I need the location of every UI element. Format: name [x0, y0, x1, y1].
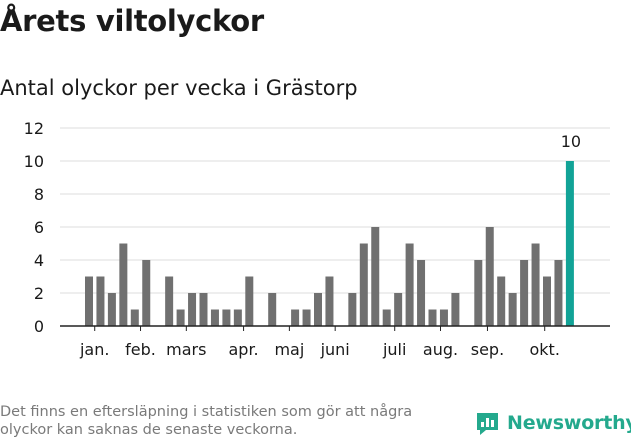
x-tick-label: sep.	[471, 340, 504, 359]
newsworthy-logo-icon	[477, 412, 498, 435]
bar	[497, 276, 506, 326]
bar	[359, 243, 368, 326]
x-tick-label: aug.	[423, 340, 458, 359]
chart-title: Årets viltolyckor	[0, 4, 264, 38]
x-tick-label: juni	[320, 340, 350, 359]
bar	[233, 309, 242, 326]
brand-logo[interactable]: Newsworthy	[475, 407, 631, 439]
y-tick-label: 2	[34, 284, 44, 303]
x-tick-label: juli	[382, 340, 406, 359]
bar	[428, 309, 437, 326]
brand-name: Newsworthy	[507, 412, 631, 434]
bar-highlighted	[565, 161, 574, 326]
bar	[302, 309, 311, 326]
grid-lines	[60, 127, 610, 294]
x-tick-label: apr.	[228, 340, 258, 359]
bar	[508, 293, 517, 326]
bar	[485, 227, 494, 326]
data-labels: 10	[561, 132, 581, 151]
bar	[142, 260, 151, 326]
bar	[520, 260, 529, 326]
x-tick-label: maj	[274, 340, 304, 359]
bar	[405, 243, 414, 326]
data-label: 10	[561, 132, 581, 151]
bar	[176, 309, 185, 326]
bar	[531, 243, 540, 326]
bar	[245, 276, 254, 326]
y-tick-label: 0	[34, 317, 44, 336]
bar	[107, 293, 116, 326]
bar	[291, 309, 300, 326]
chart-subtitle: Antal olyckor per vecka i Grästorp	[0, 76, 358, 100]
bar	[543, 276, 551, 326]
bar-chart: 0 2 4 6 8 10 12 jan. feb. mars apr. maj juni juli aug…	[24, 119, 610, 359]
bar	[451, 293, 460, 326]
bar	[325, 276, 334, 326]
bar	[199, 293, 208, 326]
bar	[165, 276, 174, 326]
bar	[371, 227, 380, 326]
bar	[439, 309, 448, 326]
bar	[314, 293, 322, 326]
y-tick-label: 12	[24, 119, 44, 138]
bar	[188, 293, 197, 326]
bar	[210, 309, 219, 326]
bar	[119, 243, 128, 326]
bars	[85, 161, 574, 326]
bar	[348, 293, 357, 326]
bar	[85, 276, 93, 326]
x-tick-label: jan.	[79, 340, 109, 359]
x-tick-label: mars	[166, 340, 206, 359]
y-tick-label: 6	[34, 218, 44, 237]
bar	[554, 260, 563, 326]
x-tick-label: okt.	[529, 340, 559, 359]
bar	[96, 276, 105, 326]
y-axis-tick-labels: 0 2 4 6 8 10 12	[24, 119, 44, 336]
x-axis-ticks: jan. feb. mars apr. maj juni juli aug. sep. okt.	[60, 325, 610, 359]
y-tick-label: 4	[34, 251, 44, 270]
footnote: Det finns en eftersläpning i statistiken…	[0, 404, 413, 438]
x-tick-label: feb.	[125, 340, 156, 359]
bar	[382, 309, 391, 326]
y-tick-label: 8	[34, 185, 44, 204]
bar	[417, 260, 426, 326]
bar	[474, 260, 483, 326]
bar	[268, 293, 277, 326]
y-tick-label: 10	[24, 152, 44, 171]
bar	[222, 309, 231, 326]
bar	[130, 309, 139, 326]
bar	[394, 293, 403, 326]
